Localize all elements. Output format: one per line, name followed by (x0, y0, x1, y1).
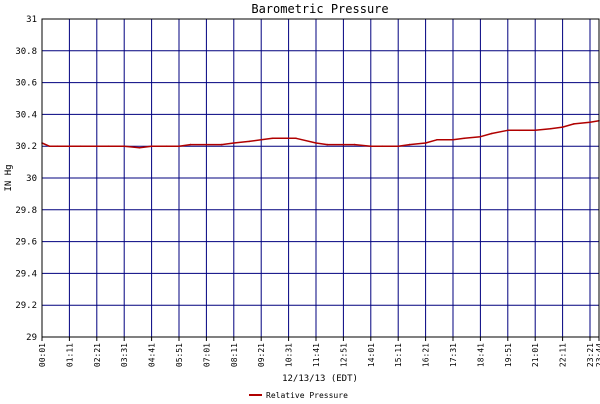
data-point (178, 145, 180, 147)
x-tick-label: 18:41 (476, 343, 485, 367)
data-point (353, 143, 356, 146)
data-point (96, 145, 98, 147)
data-point (381, 145, 383, 147)
x-tick-label: 09:21 (257, 343, 266, 367)
data-point (436, 139, 438, 141)
y-tick-label: 29.8 (15, 206, 37, 216)
y-tick-label: 30.4 (15, 110, 37, 120)
data-point (138, 147, 141, 149)
data-point (205, 143, 208, 146)
x-tick-label: 03:31 (120, 343, 129, 367)
y-tick-label: 30 (26, 174, 37, 184)
y-axis-label: IN Hg (4, 164, 14, 191)
data-point (189, 143, 192, 146)
y-tick-label: 30.6 (15, 79, 37, 89)
y-tick-label: 29 (26, 333, 37, 343)
data-point (56, 145, 59, 147)
data-point (271, 137, 274, 140)
data-point (342, 143, 345, 146)
data-point (150, 145, 153, 147)
x-tick-label: 02:21 (93, 343, 102, 367)
data-point (233, 142, 235, 144)
x-axis-label: 12/13/13 (EDT) (282, 374, 358, 384)
data-point (397, 145, 400, 147)
data-point (80, 145, 82, 147)
data-point (123, 145, 125, 147)
x-tick-label: 08:11 (230, 343, 239, 367)
x-tick-label: 01:11 (65, 343, 74, 367)
x-tick-label: 00:01 (38, 343, 47, 367)
legend: Relative Pressure (249, 391, 348, 400)
y-tick-label: 30.8 (15, 47, 37, 57)
data-point (549, 127, 552, 130)
y-tick-label: 29.4 (15, 269, 37, 279)
data-point (408, 143, 411, 146)
x-tick-label: 10:31 (285, 343, 294, 367)
y-tick-label: 30.2 (15, 142, 37, 152)
data-point (507, 129, 509, 132)
plot-frame (41, 18, 600, 338)
x-tick-label: 14:01 (367, 343, 376, 367)
x-tick-label: 05:51 (175, 343, 184, 367)
x-tick-label: 21:01 (531, 343, 540, 367)
x-tick-label: 16:21 (422, 343, 431, 367)
data-point (48, 145, 51, 147)
x-tick-label: 23:44 (595, 343, 600, 367)
data-point (220, 143, 223, 146)
x-tick-label: 12:51 (339, 343, 348, 367)
x-tick-label: 19:51 (504, 343, 513, 367)
data-point (452, 139, 454, 141)
y-tick-label: 31 (26, 15, 37, 25)
data-point (68, 145, 71, 147)
data-point (326, 143, 329, 146)
y-tick-label: 29.6 (15, 238, 37, 248)
data-point (370, 145, 372, 147)
data-point (518, 129, 520, 132)
data-point (589, 121, 591, 124)
chart-title: Barometric Pressure (251, 2, 388, 16)
data-point (287, 137, 290, 140)
x-tick-label: 22:11 (559, 343, 568, 367)
legend-label: Relative Pressure (266, 391, 348, 400)
data-point (490, 132, 493, 135)
series-line-relative-pressure (41, 120, 600, 149)
data-point (295, 137, 297, 140)
y-tick-label: 29.2 (15, 301, 37, 311)
data-point (248, 140, 250, 143)
x-tick-label: 17:31 (449, 343, 458, 367)
x-tick-label: 11:41 (312, 343, 321, 367)
x-tick-label: 04:41 (148, 343, 157, 367)
data-point (260, 139, 263, 141)
data-point (534, 129, 536, 132)
data-point (107, 145, 109, 147)
data-point (315, 142, 317, 144)
data-point (561, 126, 564, 128)
x-tick-label: 07:01 (202, 343, 211, 367)
x-tick-label: 23:21 (586, 343, 595, 367)
data-point (573, 123, 575, 125)
data-point (463, 137, 466, 140)
data-point (479, 135, 482, 138)
data-point (166, 145, 168, 147)
data-point (424, 142, 427, 144)
x-tick-label: 15:11 (394, 343, 403, 367)
